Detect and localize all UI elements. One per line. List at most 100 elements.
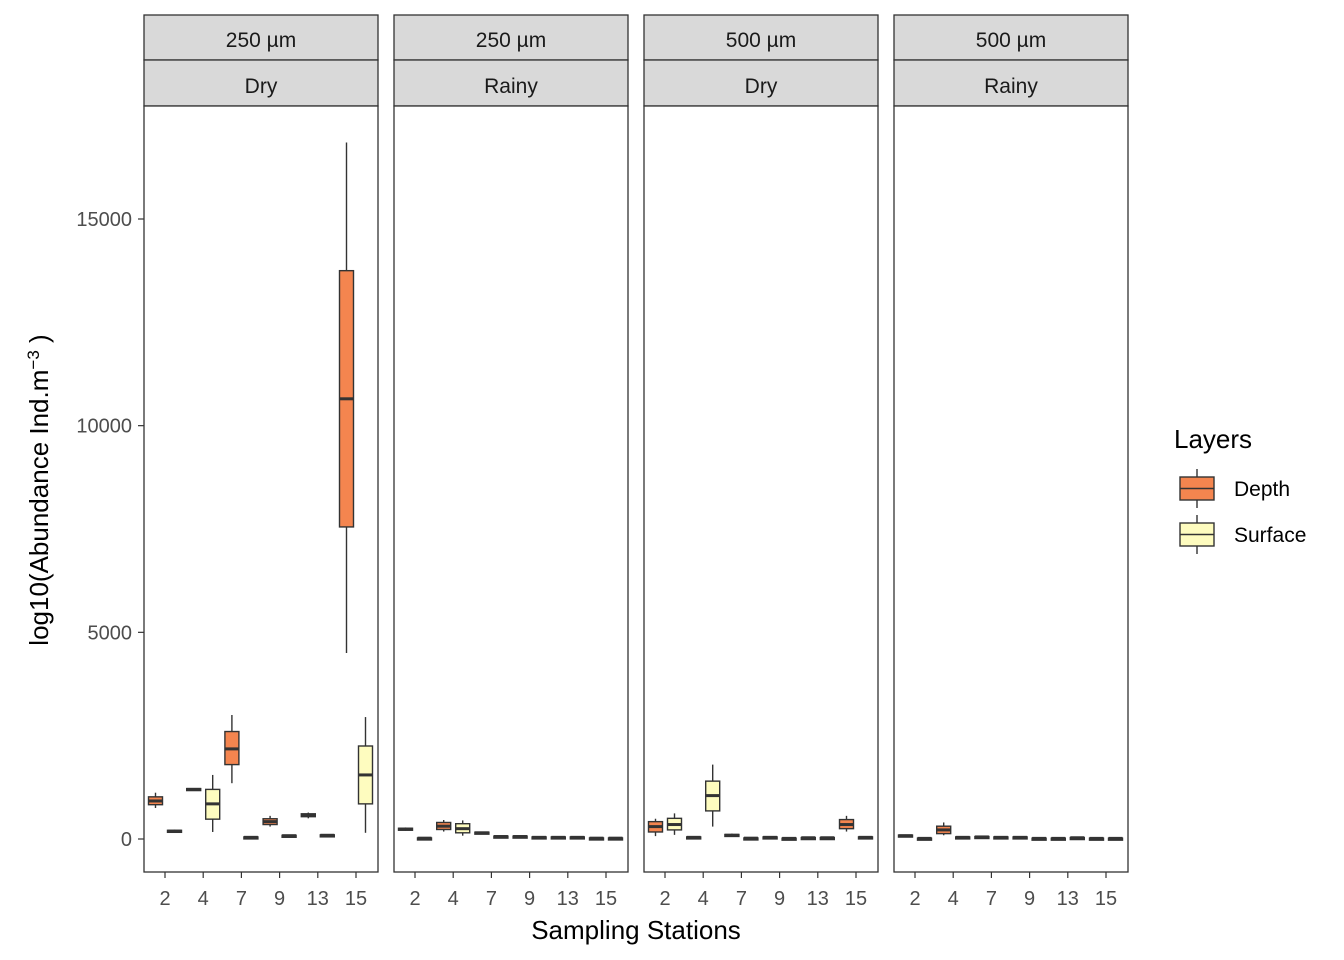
legend: Layers Depth Surface [1174, 424, 1306, 554]
box-surface-station-4 [705, 764, 721, 827]
box-depth-station-15 [838, 815, 855, 832]
box-surface-station-13 [1069, 836, 1086, 841]
legend-label-depth: Depth [1234, 478, 1290, 501]
legend-key-depth: Depth [1179, 469, 1290, 508]
strip-top-label: 500 µm [726, 29, 796, 52]
panel-plot-area [893, 105, 1129, 873]
box-depth-station-13 [550, 835, 566, 840]
box-depth-station-4 [686, 835, 702, 840]
box-surface-station-9 [1031, 836, 1047, 841]
x-tick-label: 13 [557, 888, 579, 910]
box-depth-station-15 [1088, 836, 1105, 841]
box-surface-station-7 [743, 836, 759, 841]
x-tick-label: 2 [159, 888, 170, 910]
x-tick-label: 15 [1095, 888, 1117, 910]
box-depth-station-7 [474, 831, 490, 835]
box-depth-station-9 [512, 835, 528, 839]
box-depth-station-9 [762, 835, 778, 840]
box-surface-station-13 [319, 833, 335, 838]
strip-bottom-label: Rainy [984, 75, 1038, 98]
box-depth-station-2 [897, 834, 914, 838]
x-tick-label: 13 [1057, 888, 1079, 910]
legend-label-surface: Surface [1234, 524, 1306, 547]
strip-top-label: 250 µm [226, 29, 296, 52]
strip-top-label: 500 µm [976, 29, 1046, 52]
box-depth-station-13 [800, 836, 816, 841]
strip-bottom-label: Rainy [484, 75, 538, 98]
box-surface-station-13 [819, 836, 835, 841]
box-surface-station-7 [993, 835, 1009, 840]
box-depth-station-15 [588, 836, 605, 841]
y-axis-title: log10(Abundance Ind.m−3 ) [24, 334, 55, 645]
x-tick-label: 2 [409, 888, 420, 910]
y-axis-title-close: ) [24, 334, 54, 350]
legend-title: Layers [1174, 424, 1252, 454]
x-tick-label: 7 [236, 888, 247, 910]
box-depth-station-7 [224, 715, 240, 784]
strip-top-bg [393, 14, 629, 61]
y-tick-label: 15000 [76, 209, 132, 231]
facet-panel-1: 250 µm Dry 2 4 7 9 13 15 [143, 14, 379, 910]
strip-bottom-bg [893, 59, 1129, 107]
y-axis: 0 5000 10000 15000 [76, 209, 144, 851]
y-axis-title-main: log10(Abundance Ind.m [24, 370, 54, 646]
box-surface-station-2 [666, 813, 683, 835]
x-tick-label: 4 [948, 888, 959, 910]
strip-bottom-bg [643, 59, 879, 107]
facet-panel-2: 250 µm Rainy 2 4 7 9 13 15 [393, 14, 629, 910]
y-tick-label: 5000 [88, 622, 133, 644]
x-tick-label: 9 [524, 888, 535, 910]
legend-entries: Depth Surface [1179, 469, 1306, 554]
box-surface-station-9 [281, 834, 297, 838]
box-surface-station-9 [781, 836, 797, 841]
x-tick-label: 9 [1024, 888, 1035, 910]
box-depth-station-2 [147, 792, 164, 808]
box-surface-station-7 [243, 835, 259, 840]
facet-panel-3: 500 µm Dry 2 4 7 9 13 15 [643, 14, 879, 910]
y-tick-label: 10000 [76, 416, 132, 438]
box-depth-station-4 [185, 787, 202, 792]
box-surface-station-15 [607, 836, 624, 841]
x-tick-label: 7 [986, 888, 997, 910]
box-surface-station-2 [916, 836, 933, 841]
box-depth-station-13 [300, 812, 316, 819]
legend-key-surface: Surface [1179, 515, 1306, 554]
x-tick-label: 2 [909, 888, 920, 910]
strip-bottom-label: Dry [745, 75, 778, 98]
box-surface-station-4 [204, 774, 221, 832]
box-depth-station-7 [724, 833, 740, 838]
box-depth-station-9 [262, 815, 278, 827]
box-surface-station-9 [531, 835, 547, 840]
box-depth-station-2 [397, 827, 414, 831]
strip-top-bg [143, 14, 379, 61]
box-surface-station-4 [455, 820, 471, 836]
y-axis-title-superscript: −3 [24, 350, 43, 369]
x-axis-title: Sampling Stations [531, 915, 741, 945]
strip-bottom-label: Dry [245, 75, 278, 98]
x-tick-label: 15 [845, 888, 867, 910]
box-surface-station-15 [1107, 836, 1124, 841]
x-tick-label: 4 [198, 888, 209, 910]
x-tick-label: 9 [774, 888, 785, 910]
strip-bottom-bg [143, 59, 379, 107]
y-tick-label: 0 [121, 829, 132, 851]
box-surface-station-15 [357, 717, 374, 833]
box-depth-station-4 [936, 822, 952, 836]
box-depth-station-15 [338, 142, 355, 653]
x-tick-label: 4 [698, 888, 709, 910]
box-surface-station-4 [955, 835, 971, 840]
box-depth-station-2 [647, 818, 664, 837]
x-tick-label: 13 [807, 888, 829, 910]
box-surface-station-2 [166, 829, 183, 834]
strip-bottom-bg [393, 59, 629, 107]
x-tick-label: 15 [345, 888, 367, 910]
strip-top-bg [643, 14, 879, 61]
box-depth-station-7 [974, 835, 990, 840]
panel-plot-area [393, 105, 629, 873]
x-tick-label: 7 [486, 888, 497, 910]
facet-panel-4: 500 µm Rainy 2 4 7 9 13 15 [893, 14, 1129, 910]
panel-plot-area [643, 105, 879, 873]
x-tick-label: 2 [659, 888, 670, 910]
